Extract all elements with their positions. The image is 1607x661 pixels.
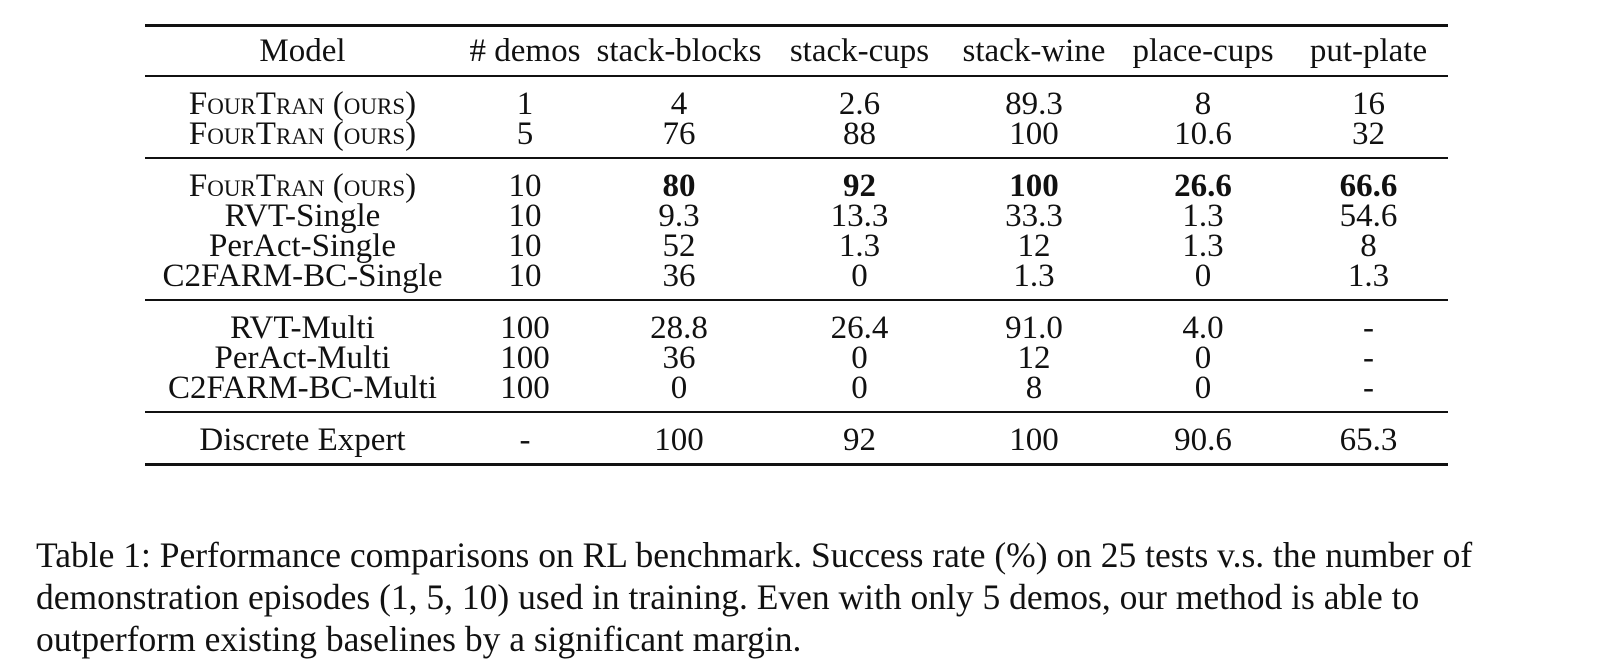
table-row: Discrete Expert - 100 92 100 90.6 65.3 — [145, 411, 1448, 464]
value-cell: 100 — [654, 421, 704, 458]
value-cell: 10 — [508, 257, 542, 294]
table-header: Model # demos stack-blocks stack-cups st… — [145, 25, 1448, 76]
value-cell: 90.6 — [1174, 421, 1232, 458]
value-cell: 0 — [851, 257, 868, 294]
value-cell: 92 — [843, 421, 876, 458]
value-cell: 28.8 — [650, 309, 708, 346]
model-name-cell: FourTran (ours) — [188, 85, 417, 122]
value-cell: 13.3 — [830, 197, 889, 234]
value-cell: 1 — [516, 85, 534, 122]
value-cell: 1.3 — [1182, 197, 1224, 234]
value-cell: 16 — [1352, 85, 1385, 122]
value-cell: 1.3 — [1347, 257, 1390, 294]
model-name-cell: FourTran (ours) — [188, 115, 417, 152]
value-cell: 4 — [670, 85, 688, 122]
value-cell: 36 — [662, 339, 696, 376]
value-cell: 9.3 — [658, 197, 700, 234]
value-cell: 5 — [516, 115, 534, 152]
value-cell: 100 — [500, 369, 550, 406]
value-cell: 89.3 — [1005, 85, 1063, 122]
table-row: RVT-Multi 100 28.8 26.4 91.0 4.0 - — [145, 299, 1448, 346]
table-row: C2FARM-BC-Single 10 36 0 1.3 0 1.3 — [145, 257, 1448, 300]
value-cell: 10 — [508, 227, 542, 264]
value-cell: 1.3 — [838, 227, 881, 264]
model-name-cell: PerAct-Single — [209, 227, 396, 264]
column-header-stack-wine: stack-wine — [962, 32, 1106, 69]
value-cell: 26.4 — [830, 309, 889, 346]
value-cell: 36 — [662, 257, 696, 294]
column-header-demos: # demos — [469, 32, 581, 69]
column-header-stack-cups: stack-cups — [789, 32, 930, 69]
value-cell: 8 — [1360, 227, 1377, 264]
value-cell: 100 — [500, 339, 550, 376]
table-row: PerAct-Multi 100 36 0 12 0 - — [145, 339, 1448, 376]
model-name-cell: C2FARM-BC-Multi — [168, 369, 437, 406]
model-name-cell: PerAct-Multi — [214, 339, 391, 376]
model-name-cell: C2FARM-BC-Single — [162, 257, 443, 294]
value-cell: 26.6 — [1174, 167, 1232, 204]
model-name-cell: RVT-Single — [224, 197, 381, 234]
value-cell: 100 — [1009, 421, 1059, 458]
results-table: Model # demos stack-blocks stack-cups st… — [145, 24, 1448, 466]
value-cell: 8 — [1025, 369, 1043, 406]
value-cell: 0 — [851, 339, 868, 376]
results-table-container: Model # demos stack-blocks stack-cups st… — [145, 24, 1448, 466]
table-row: PerAct-Single 10 52 1.3 12 1.3 8 — [145, 227, 1448, 264]
value-cell: 33.3 — [1005, 197, 1063, 234]
value-cell: 1.3 — [1182, 227, 1224, 264]
value-cell: - — [1363, 369, 1374, 406]
header-row: Model # demos stack-blocks stack-cups st… — [145, 25, 1448, 76]
value-cell: 100 — [1009, 167, 1059, 204]
value-cell: 65.3 — [1339, 421, 1398, 458]
table-row: FourTran (ours) 1 4 2.6 89.3 8 16 — [145, 75, 1448, 122]
table-row: C2FARM-BC-Multi 100 0 0 8 0 - — [145, 369, 1448, 412]
value-cell: 76 — [662, 115, 696, 152]
value-cell: 0 — [1194, 369, 1212, 406]
value-cell: 10 — [508, 167, 542, 204]
value-cell: 0 — [1194, 257, 1212, 294]
value-cell: 8 — [1194, 85, 1212, 122]
value-cell: 66.6 — [1339, 167, 1398, 204]
column-header-put-plate: put-plate — [1309, 32, 1428, 69]
column-header-model: Model — [259, 32, 346, 69]
value-cell: 0 — [851, 369, 868, 406]
table-row: FourTran (ours) 10 80 92 100 26.6 66.6 — [145, 157, 1448, 204]
value-cell: 10.6 — [1174, 115, 1232, 152]
value-cell: 100 — [500, 309, 550, 346]
model-name-cell: RVT-Multi — [230, 309, 375, 346]
value-cell: 100 — [1009, 115, 1059, 152]
column-header-stack-blocks: stack-blocks — [596, 32, 762, 69]
value-cell: 92 — [843, 167, 876, 204]
model-name-cell: FourTran (ours) — [188, 167, 417, 204]
value-cell: 0 — [670, 369, 688, 406]
value-cell: 91.0 — [1005, 309, 1063, 346]
table-body: FourTran (ours) 1 4 2.6 89.3 8 16 FourTran (our… — [145, 75, 1448, 464]
model-name-cell: Discrete Expert — [199, 421, 406, 458]
table-row: RVT-Single 10 9.3 13.3 33.3 1.3 54.6 — [145, 197, 1448, 234]
value-cell: 4.0 — [1182, 309, 1224, 346]
value-cell: 2.6 — [838, 85, 881, 122]
value-cell: 88 — [843, 115, 876, 152]
value-cell: - — [1363, 309, 1374, 346]
value-cell: 32 — [1352, 115, 1385, 152]
value-cell: 54.6 — [1339, 197, 1398, 234]
value-cell: 1.3 — [1013, 257, 1055, 294]
value-cell: - — [1363, 339, 1374, 376]
column-header-place-cups: place-cups — [1132, 32, 1274, 69]
table-caption: Table 1: Performance comparisons on RL b… — [36, 534, 1473, 659]
value-cell: 10 — [508, 197, 542, 234]
value-cell: 52 — [662, 227, 696, 264]
value-cell: 80 — [662, 167, 696, 204]
value-cell: - — [519, 421, 531, 458]
value-cell: 12 — [1017, 227, 1051, 264]
value-cell: 0 — [1194, 339, 1212, 376]
value-cell: 12 — [1017, 339, 1051, 376]
table-row: FourTran (ours) 5 76 88 100 10.6 32 — [145, 115, 1448, 158]
